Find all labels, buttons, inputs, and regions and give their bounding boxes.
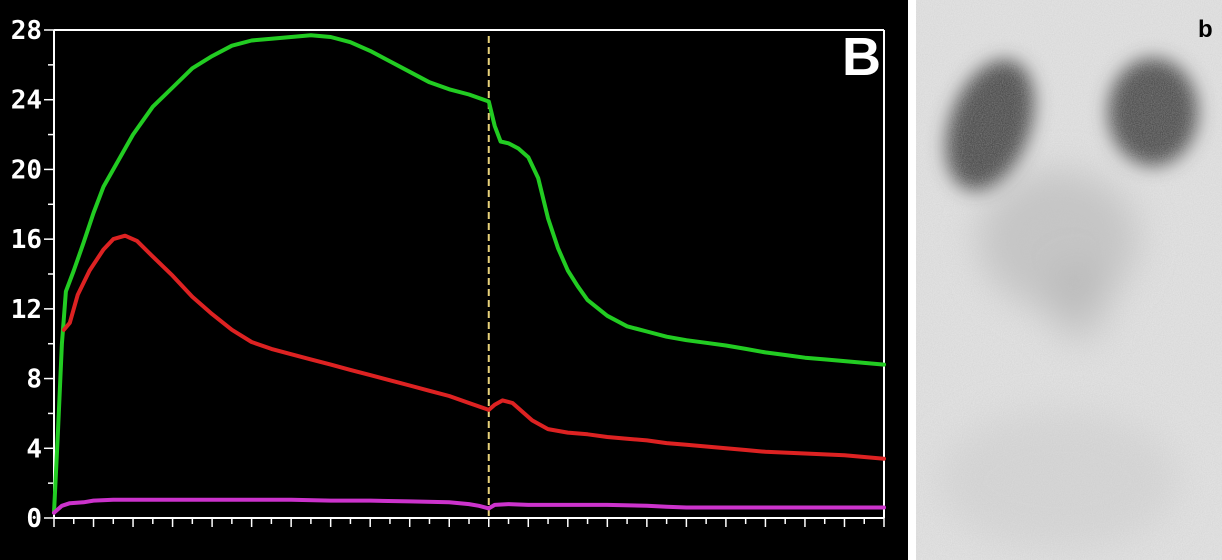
y-tick-label: 24 [11,86,42,116]
y-tick-label: 28 [11,16,42,46]
y-tick-label: 20 [11,155,42,185]
x-tick-label: 28 [594,538,621,560]
panel-label-b: b [1198,16,1213,43]
x-tick-label: 32 [673,538,700,560]
x-tick-label: 36 [752,538,779,560]
x-tick-label: 38 [792,538,819,560]
x-tick-label: 40 [831,538,858,560]
panel-label-B: B [842,27,881,87]
x-tick-label: 30 [634,538,661,560]
y-tick-label: 12 [11,295,42,325]
x-tick-label: 6 [166,538,179,560]
scan-picture [908,0,1222,560]
x-tick-label: 42 [871,538,898,560]
green-curve [52,33,886,515]
y-tick-label: 8 [26,365,42,395]
y-tick-label: 0 [26,504,42,534]
renal-scan-image: b [908,0,1222,560]
x-tick-label: 26 [555,538,582,560]
axes [44,29,885,527]
x-tick-label: 4 [126,538,139,560]
red-curve [61,233,886,461]
x-tick-label: 2 [87,538,100,560]
x-tick-label: 8 [205,538,218,560]
x-tick-label: 12 [278,538,305,560]
x-tick-labels: 0 2 4 6 8 10 12 14 16 18 20 22 24 26 28 30 32 34 36 38 40 42 [47,538,897,560]
y-tick-labels: 0 4 8 12 16 20 24 28 [11,16,42,534]
y-tick-label: 16 [11,225,42,255]
x-tick-label: 24 [515,538,542,560]
x-tick-label: 18 [396,538,423,560]
y-tick-label: 4 [26,434,42,464]
series-layer [52,33,886,515]
x-tick-label: 20 [436,538,463,560]
magenta-curve [52,497,886,515]
x-tick-label: 14 [317,538,344,560]
x-tick-label: 0 [47,538,60,560]
x-tick-label: 10 [238,538,265,560]
renogram-chart-panel: 0 4 8 12 16 20 24 28 0 2 4 6 8 10 12 14 16 18 20 22 24 26 28 3… [0,0,908,560]
x-tick-label: 22 [476,538,503,560]
x-tick-label: 16 [357,538,384,560]
x-tick-label: 34 [713,538,740,560]
